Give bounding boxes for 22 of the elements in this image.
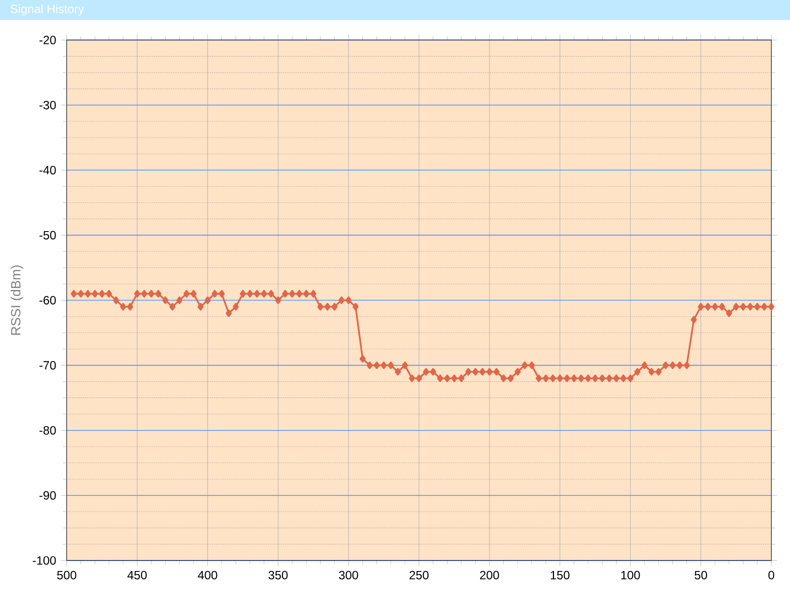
x-tick-label: 500 (57, 570, 76, 580)
y-axis-title: RSSI (dBm) (10, 265, 24, 335)
y-tick-label: -60 (39, 296, 56, 304)
y-tick-label: -50 (39, 230, 56, 240)
x-tick-label: 250 (410, 570, 429, 580)
chart-title: Signal History (10, 4, 84, 16)
y-tick-label: -20 (39, 36, 56, 44)
y-tick-label: -30 (39, 100, 56, 110)
y-tick-label: -70 (39, 360, 56, 370)
x-tick-label: 200 (480, 570, 500, 580)
x-tick-label: 100 (621, 570, 640, 580)
y-tick-label: -90 (39, 490, 56, 500)
y-tick-label: -100 (32, 556, 56, 564)
x-tick-label: 150 (550, 570, 570, 580)
y-tick-label: -80 (39, 426, 56, 434)
x-tick-label: 50 (694, 570, 708, 580)
x-tick-label: 300 (338, 570, 358, 580)
x-tick-label: 350 (268, 570, 288, 580)
y-tick-label: -40 (39, 166, 56, 174)
x-tick-label: 450 (127, 570, 147, 580)
x-tick-label: 400 (198, 570, 218, 580)
x-tick-label: 0 (768, 570, 774, 580)
